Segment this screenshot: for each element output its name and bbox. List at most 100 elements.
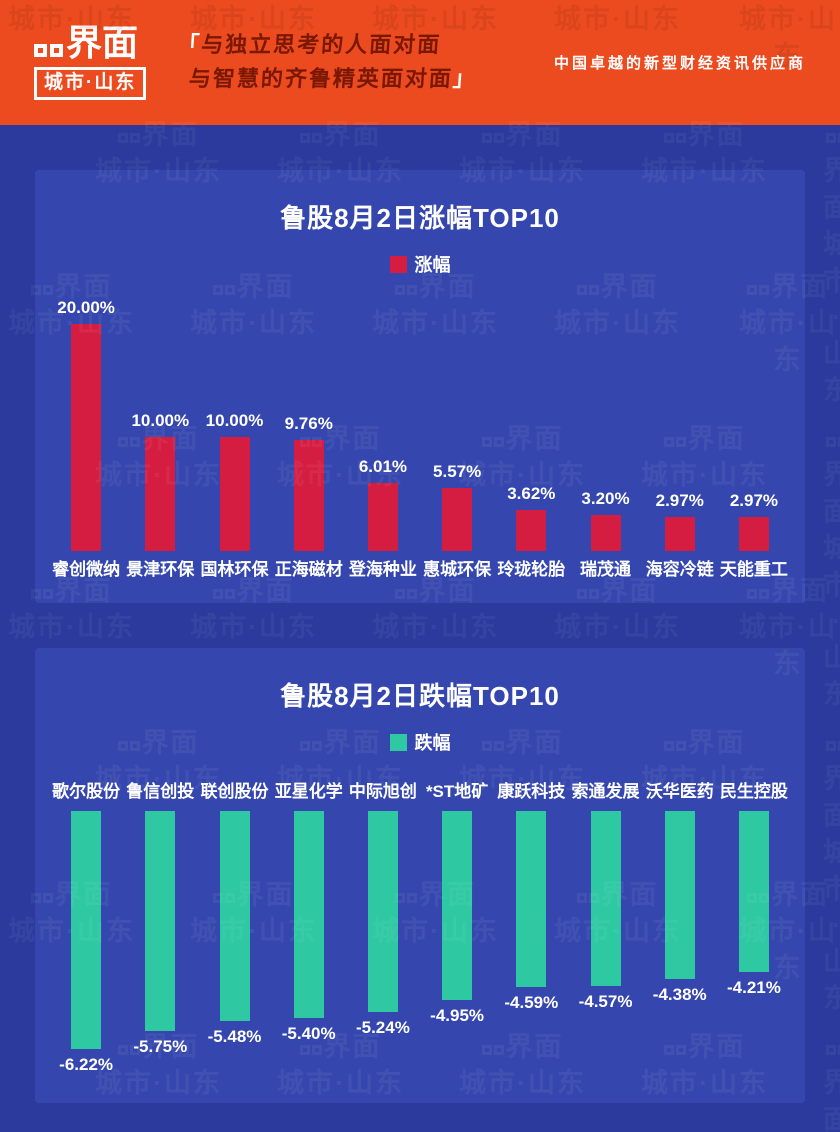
bar-zone: 10.00% [123, 289, 197, 551]
gainers-legend-label: 涨幅 [414, 255, 451, 275]
bar-category-label: *ST地矿 [425, 782, 489, 801]
bar-zone: -4.21% [717, 811, 791, 1081]
bar-category-label: 玲珑轮胎 [497, 560, 566, 579]
bar-category-label: 惠城环保 [423, 560, 492, 579]
bar-zone: -6.22% [49, 811, 123, 1081]
jiemian-logo-icon: 界面 [34, 25, 138, 61]
bar-zone: -5.24% [346, 811, 420, 1081]
bar-value-label: -6.22% [59, 1055, 114, 1074]
bar-column: 2.97% 天能重工 [717, 289, 791, 581]
logo-square-icon [50, 44, 63, 58]
bar-value-label: 2.97% [655, 491, 704, 510]
bar-zone: -4.57% [568, 811, 642, 1081]
bar-value-label: -4.21% [726, 978, 781, 997]
bar-zone: 3.62% [494, 289, 568, 551]
bar-column: 康跃科技 -4.59% [494, 781, 568, 1081]
bar-value-label: 10.00% [205, 411, 264, 430]
losers-chart-title: 鲁股8月2日跌幅TOP10 [280, 681, 560, 711]
bar-category-label: 索通发展 [571, 782, 640, 801]
bar-value-label: -4.57% [578, 992, 633, 1011]
bar [71, 811, 102, 1049]
bar [738, 811, 769, 972]
bar [738, 517, 769, 551]
quote-line-2: 与智慧的齐鲁精英面对面 [188, 66, 455, 92]
bar-zone: 10.00% [197, 289, 271, 551]
bar [516, 811, 547, 987]
quote-open-bracket: 「 [176, 32, 203, 58]
bar-column: 歌尔股份 -6.22% [49, 781, 123, 1081]
bar [442, 488, 473, 551]
bar-category-label: 亚星化学 [274, 782, 343, 801]
bar [145, 437, 176, 551]
bar [367, 483, 398, 551]
bar-zone: 2.97% [717, 289, 791, 551]
bar-zone: -4.38% [643, 811, 717, 1081]
bar-value-label: 9.76% [284, 414, 333, 433]
bar-category-label: 民生控股 [719, 782, 788, 801]
bar-value-label: 5.57% [433, 462, 482, 481]
page-header: 界面 城市·山东 「与独立思考的人面对面 与智慧的齐鲁精英面对面」 中国卓越的新… [0, 0, 840, 125]
bar [590, 811, 621, 986]
bar-column: 9.76% 正海磁材 [272, 289, 346, 581]
bar-value-label: -5.75% [133, 1037, 188, 1056]
brand-logo: 界面 城市·山东 [34, 25, 147, 100]
bar-column: 联创股份 -5.48% [197, 781, 271, 1081]
header-tagline: 中国卓越的新型财经资讯供应商 [553, 55, 806, 72]
gainers-legend: 涨幅 [49, 251, 791, 277]
bar-category-label: 登海种业 [348, 560, 417, 579]
bar-category-label: 景津环保 [126, 560, 195, 579]
bar-column: 鲁信创投 -5.75% [123, 781, 197, 1081]
losers-chart-card: 鲁股8月2日跌幅TOP10 跌幅 歌尔股份 -6.22% 鲁信创投 -5.75% 联创股… [35, 648, 805, 1103]
bar-category-label: 天能重工 [719, 560, 788, 579]
bar [367, 811, 398, 1012]
bar-column: 沃华医药 -4.38% [643, 781, 717, 1081]
bar-value-label: -4.38% [652, 985, 707, 1004]
quote-line-1: 与独立思考的人面对面 [200, 32, 443, 58]
quote-close-bracket: 」 [452, 66, 479, 92]
gainers-chart-card: 鲁股8月2日涨幅TOP10 涨幅 20.00% 睿创微纳 10.00% 景津环保 10.… [35, 170, 805, 603]
bar-category-label: 正海磁材 [274, 560, 343, 579]
gainers-bars: 20.00% 睿创微纳 10.00% 景津环保 10.00% 国林环保 9.76% 正海磁材 6… [49, 289, 791, 581]
losers-bars: 歌尔股份 -6.22% 鲁信创投 -5.75% 联创股份 -5.48% 亚星化学 -5.40%… [49, 781, 791, 1081]
bar-column: *ST地矿 -4.95% [420, 781, 494, 1081]
bar-column: 中际旭创 -5.24% [346, 781, 420, 1081]
losers-legend-swatch [389, 733, 407, 751]
bar-zone: 3.20% [568, 289, 642, 551]
bar-column: 3.62% 玲珑轮胎 [494, 289, 568, 581]
bar-column: 6.01% 登海种业 [346, 289, 420, 581]
bar [442, 811, 473, 1000]
bar-value-label: 3.20% [581, 489, 630, 508]
bar [219, 811, 250, 1021]
bar-column: 10.00% 景津环保 [123, 289, 197, 581]
bar [219, 437, 250, 551]
bar-zone: 2.97% [643, 289, 717, 551]
bar-column: 3.20% 瑞茂通 [568, 289, 642, 581]
losers-legend-label: 跌幅 [414, 733, 451, 753]
bar [145, 811, 176, 1031]
bar-value-label: 10.00% [131, 411, 190, 430]
bar-zone: 20.00% [49, 289, 123, 551]
bar-value-label: -5.24% [355, 1018, 410, 1037]
bar-zone: -4.95% [420, 811, 494, 1081]
bar-value-label: 6.01% [358, 457, 408, 476]
bar-column: 20.00% 睿创微纳 [49, 289, 123, 581]
bar-column: 5.57% 惠城环保 [420, 289, 494, 581]
bar-value-label: 20.00% [57, 298, 115, 317]
bar [293, 811, 324, 1018]
bar-zone: 5.57% [420, 289, 494, 551]
losers-legend: 跌幅 [49, 729, 791, 755]
bar-category-label: 海容冷链 [645, 560, 714, 579]
logo-text: 界面 [66, 22, 139, 64]
bar [664, 811, 695, 979]
bar-category-label: 瑞茂通 [580, 560, 632, 579]
bar-column: 民生控股 -4.21% [717, 781, 791, 1081]
bar-value-label: -4.59% [504, 993, 559, 1012]
bar-value-label: -5.40% [281, 1024, 336, 1043]
bar-zone: -4.59% [494, 811, 568, 1081]
bar-category-label: 睿创微纳 [52, 560, 121, 579]
bar-category-label: 歌尔股份 [52, 782, 121, 801]
bar-value-label: -5.48% [207, 1027, 262, 1046]
gainers-legend-swatch [389, 255, 407, 273]
